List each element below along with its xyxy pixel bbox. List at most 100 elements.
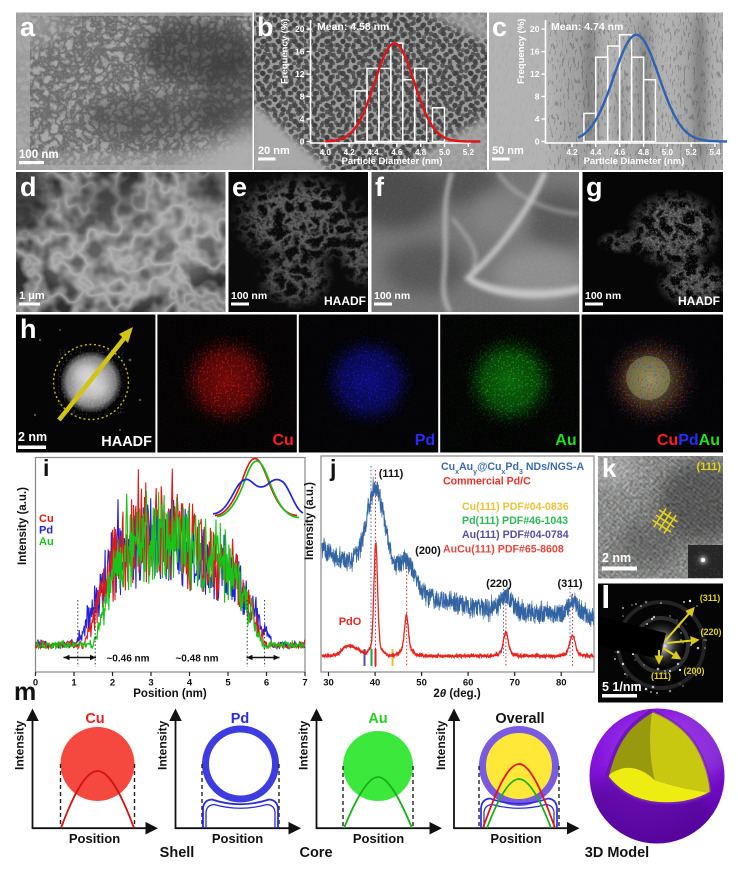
svg-text:Au: Au xyxy=(39,536,54,548)
svg-text:5 1/nm: 5 1/nm xyxy=(602,680,642,694)
svg-text:12: 12 xyxy=(295,69,305,79)
svg-text:Mean: 4.74 nm: Mean: 4.74 nm xyxy=(551,21,623,33)
svg-text:8: 8 xyxy=(535,92,540,102)
svg-text:40: 40 xyxy=(370,678,381,689)
svg-text:Intensity (a.u.): Intensity (a.u.) xyxy=(304,482,316,560)
svg-text:c: c xyxy=(492,12,507,42)
svg-text:k: k xyxy=(602,453,617,483)
svg-text:~0.48 nm: ~0.48 nm xyxy=(175,654,218,665)
svg-text:Position (nm): Position (nm) xyxy=(133,688,207,700)
svg-text:5: 5 xyxy=(225,678,231,689)
svg-text:5.0: 5.0 xyxy=(439,148,451,157)
svg-text:100 nm: 100 nm xyxy=(231,290,267,302)
svg-text:(111): (111) xyxy=(697,461,722,473)
svg-text:(111): (111) xyxy=(651,671,671,681)
svg-text:5.0: 5.0 xyxy=(662,148,674,157)
svg-text:5.2: 5.2 xyxy=(686,148,698,157)
svg-text:Au(111) PDF#04-0784: Au(111) PDF#04-0784 xyxy=(462,529,569,541)
svg-text:4.4: 4.4 xyxy=(367,148,379,157)
svg-text:Intensity: Intensity xyxy=(297,720,311,770)
svg-text:1: 1 xyxy=(71,678,77,689)
svg-text:Core: Core xyxy=(299,845,332,861)
svg-text:6: 6 xyxy=(264,678,269,689)
svg-text:0: 0 xyxy=(300,137,305,147)
svg-text:Particle Diameter (nm): Particle Diameter (nm) xyxy=(342,156,443,167)
svg-text:Pd: Pd xyxy=(415,432,435,449)
svg-text:5.2: 5.2 xyxy=(463,148,475,157)
svg-text:Overall: Overall xyxy=(495,711,544,727)
svg-text:Cu: Cu xyxy=(272,432,293,449)
svg-text:100 nm: 100 nm xyxy=(19,149,59,161)
svg-text:12: 12 xyxy=(530,69,540,79)
svg-text:m: m xyxy=(14,678,36,706)
svg-text:j: j xyxy=(329,455,336,481)
svg-text:5.4: 5.4 xyxy=(709,148,721,157)
svg-text:Shell: Shell xyxy=(160,845,195,861)
svg-text:Intensity: Intensity xyxy=(434,720,448,770)
svg-text:Commercial Pd/C: Commercial Pd/C xyxy=(443,476,531,488)
svg-text:4.2: 4.2 xyxy=(344,148,356,157)
svg-text:4: 4 xyxy=(535,114,540,124)
svg-text:100 nm: 100 nm xyxy=(585,290,621,302)
svg-text:d: d xyxy=(20,172,37,202)
svg-text:16: 16 xyxy=(530,47,540,57)
svg-text:4.0: 4.0 xyxy=(320,148,332,157)
svg-text:4.2: 4.2 xyxy=(566,148,578,157)
svg-text:4: 4 xyxy=(300,114,305,124)
svg-text:(200): (200) xyxy=(683,666,704,676)
svg-text:a: a xyxy=(20,12,36,42)
svg-text:3D Model: 3D Model xyxy=(585,845,649,861)
svg-text:2: 2 xyxy=(110,678,115,689)
svg-text:h: h xyxy=(20,314,37,344)
svg-text:g: g xyxy=(586,172,603,202)
svg-text:8: 8 xyxy=(300,92,305,102)
svg-text:30: 30 xyxy=(323,678,334,689)
svg-text:80: 80 xyxy=(556,678,567,689)
svg-text:HAADF: HAADF xyxy=(678,294,720,308)
svg-text:Intensity (a.u.): Intensity (a.u.) xyxy=(17,487,29,565)
svg-text:3: 3 xyxy=(148,678,153,689)
svg-text:2 nm: 2 nm xyxy=(18,430,47,444)
svg-text:Pd: Pd xyxy=(39,525,53,537)
svg-text:(220): (220) xyxy=(486,578,512,590)
svg-text:20: 20 xyxy=(530,24,540,34)
svg-text:Au: Au xyxy=(555,432,576,449)
svg-text:4.8: 4.8 xyxy=(415,148,427,157)
svg-text:f: f xyxy=(375,172,385,202)
svg-text:~0.46 nm: ~0.46 nm xyxy=(106,654,149,665)
svg-text:(200): (200) xyxy=(415,545,441,557)
svg-text:50 nm: 50 nm xyxy=(492,145,524,157)
svg-text:50: 50 xyxy=(416,678,427,689)
svg-text:Cu(111) PDF#04-0836: Cu(111) PDF#04-0836 xyxy=(462,501,569,513)
svg-text:CuxAuy@CuxPd3 NDs/NGS-A: CuxAuy@CuxPd3 NDs/NGS-A xyxy=(441,461,584,476)
svg-text:Particle Diameter (nm): Particle Diameter (nm) xyxy=(584,156,685,167)
svg-text:(311): (311) xyxy=(700,593,721,603)
svg-text:4: 4 xyxy=(187,678,193,689)
svg-text:70: 70 xyxy=(509,678,520,689)
svg-text:b: b xyxy=(257,12,274,42)
svg-text:4.4: 4.4 xyxy=(590,148,602,157)
svg-text:1 μm: 1 μm xyxy=(19,290,45,302)
svg-text:PdO: PdO xyxy=(339,616,362,628)
svg-text:Intensity: Intensity xyxy=(13,720,27,770)
svg-text:100 nm: 100 nm xyxy=(374,290,410,302)
svg-text:2 nm: 2 nm xyxy=(602,551,631,565)
svg-text:(220): (220) xyxy=(700,627,721,637)
svg-text:Mean: 4.58 nm: Mean: 4.58 nm xyxy=(317,21,389,33)
svg-text:16: 16 xyxy=(295,47,305,57)
svg-text:e: e xyxy=(232,172,247,202)
svg-text:CuPdAu: CuPdAu xyxy=(657,432,720,449)
svg-text:Position: Position xyxy=(69,831,120,846)
svg-text:Au: Au xyxy=(368,711,387,727)
svg-text:20: 20 xyxy=(295,24,305,34)
svg-text:AuCu(111) PDF#65-8608: AuCu(111) PDF#65-8608 xyxy=(443,544,564,556)
svg-text:i: i xyxy=(43,455,49,481)
svg-text:Cu: Cu xyxy=(85,711,104,727)
svg-text:Position: Position xyxy=(490,831,541,846)
svg-text:Position: Position xyxy=(212,831,263,846)
svg-text:4.6: 4.6 xyxy=(391,148,403,157)
svg-text:4.8: 4.8 xyxy=(638,148,650,157)
svg-text:4.6: 4.6 xyxy=(614,148,626,157)
svg-text:HAADF: HAADF xyxy=(101,434,152,450)
svg-text:Position: Position xyxy=(353,831,404,846)
